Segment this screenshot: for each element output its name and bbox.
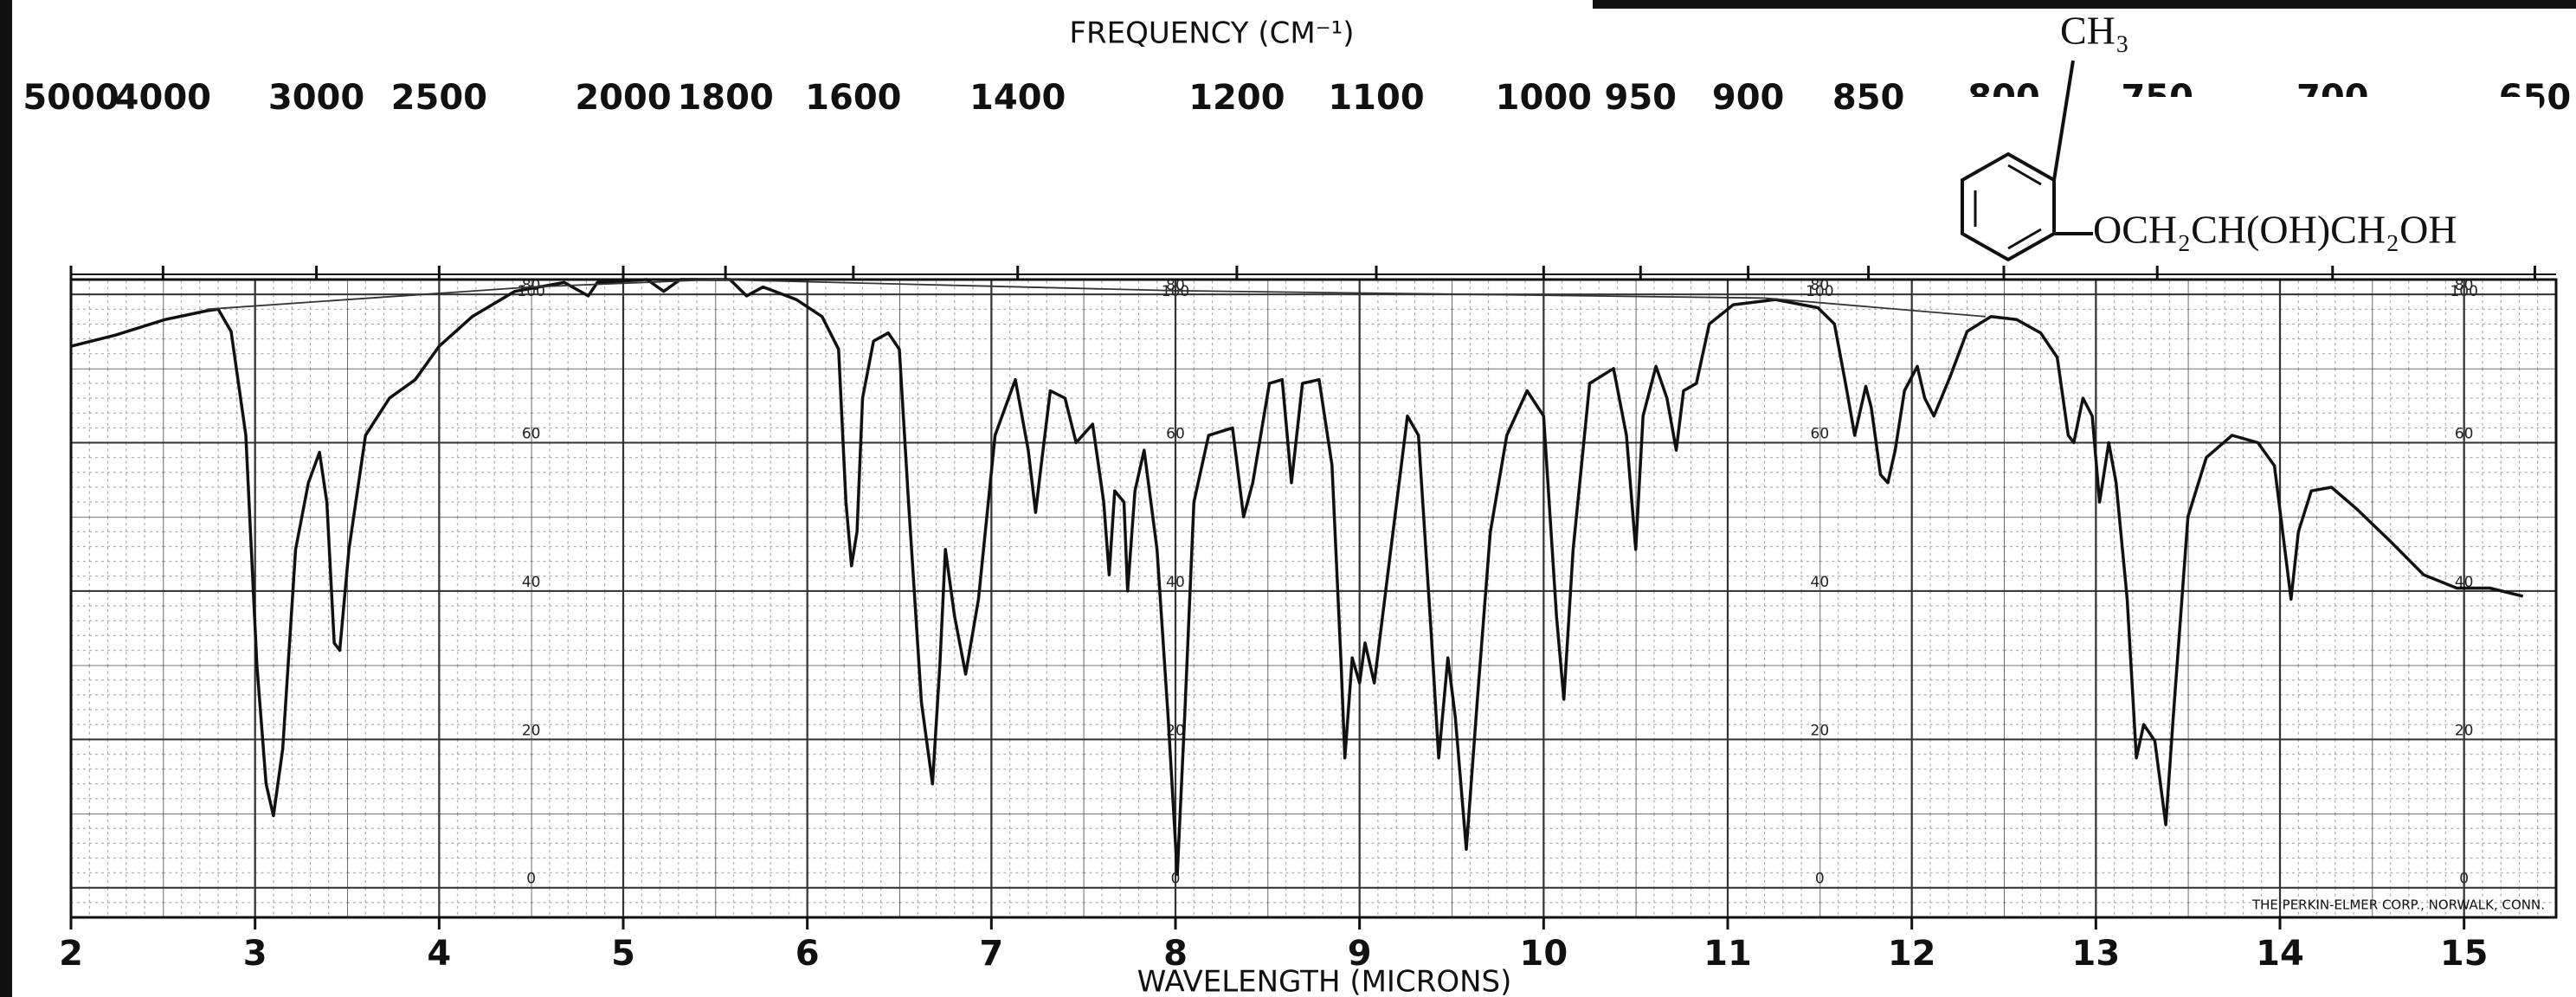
x-tick-label: 4 (427, 934, 451, 974)
x2-tick-label: 950 (1605, 78, 1678, 118)
credit: THE PERKIN-ELMER CORP., NORWALK, CONN. (2251, 897, 2545, 913)
x2-tick-label: 1200 (1188, 78, 1285, 118)
y-tick-label: 40 (522, 574, 541, 591)
ring-bond (2007, 228, 2042, 250)
x-tick-label: 2 (59, 934, 83, 974)
molecule-structure: CH₃ OCH₂CH(OH)CH₂OH (1961, 9, 2540, 262)
x2-tick-label: 850 (1832, 78, 1905, 118)
x2-tick-label: 3000 (268, 78, 364, 118)
x-tick-label: 15 (2440, 934, 2489, 974)
plot-background (71, 280, 2556, 917)
x-tick-label: 5 (611, 934, 635, 974)
x-tick-label: 7 (979, 934, 1003, 974)
y-tick-label: 0 (1815, 871, 1825, 888)
x-tick-label: 11 (1703, 934, 1752, 974)
x2-tick-label: 1800 (677, 78, 773, 118)
plot-frame (69, 278, 2558, 919)
y-tick-label: 20 (522, 722, 541, 739)
x2-tick-label: 2500 (391, 78, 487, 118)
methyl-label: CH₃ (2060, 9, 2129, 53)
x-tick-label: 8 (1163, 934, 1188, 974)
y-tick-label: 60 (522, 426, 541, 443)
ring-bond (2007, 164, 2042, 186)
y-top-label: 100 (1806, 283, 1833, 300)
y-tick-label: 60 (1811, 426, 1830, 443)
y-tick-label: 0 (526, 871, 536, 888)
x2-tick-label: 5000 (23, 78, 119, 118)
structure-box (1965, 97, 2540, 249)
scan-edge-top (1593, 0, 2576, 9)
x2-tick-label: 1600 (805, 78, 901, 118)
x-tick-label: 9 (1348, 934, 1372, 974)
wavelength-axis-title: WAVELENGTH (MICRONS) (1137, 965, 1512, 997)
x2-tick-label: 1100 (1328, 78, 1424, 118)
baseline-trace (207, 279, 1986, 318)
y-tick-label: 80 (1811, 277, 1830, 294)
plot-area: 0000202020204040404060606060808080801001… (23, 78, 2571, 974)
x-tick-label: 6 (795, 934, 820, 974)
x2-tick-label: 4000 (115, 78, 211, 118)
x2-tick-label: 900 (1712, 78, 1785, 118)
y-tick-label: 20 (1811, 722, 1830, 739)
x-tick-label: 10 (1519, 934, 1568, 974)
x-tick-label: 12 (1888, 934, 1936, 974)
x-tick-label: 3 (243, 934, 267, 974)
y-tick-label: 40 (1811, 574, 1830, 591)
x-tick-label: 13 (2071, 934, 2120, 974)
frequency-axis-title: FREQUENCY (CM⁻¹) (1069, 16, 1354, 51)
x2-tick-label: 1000 (1496, 78, 1592, 118)
x2-tick-label: 1400 (969, 78, 1066, 118)
x2-tick-label: 2000 (575, 78, 671, 118)
scan-edge (0, 0, 12, 997)
methyl-bond (2052, 60, 2075, 181)
x-tick-label: 14 (2256, 934, 2304, 974)
side-chain-label: OCH₂CH(OH)CH₂OH (2093, 208, 2457, 252)
